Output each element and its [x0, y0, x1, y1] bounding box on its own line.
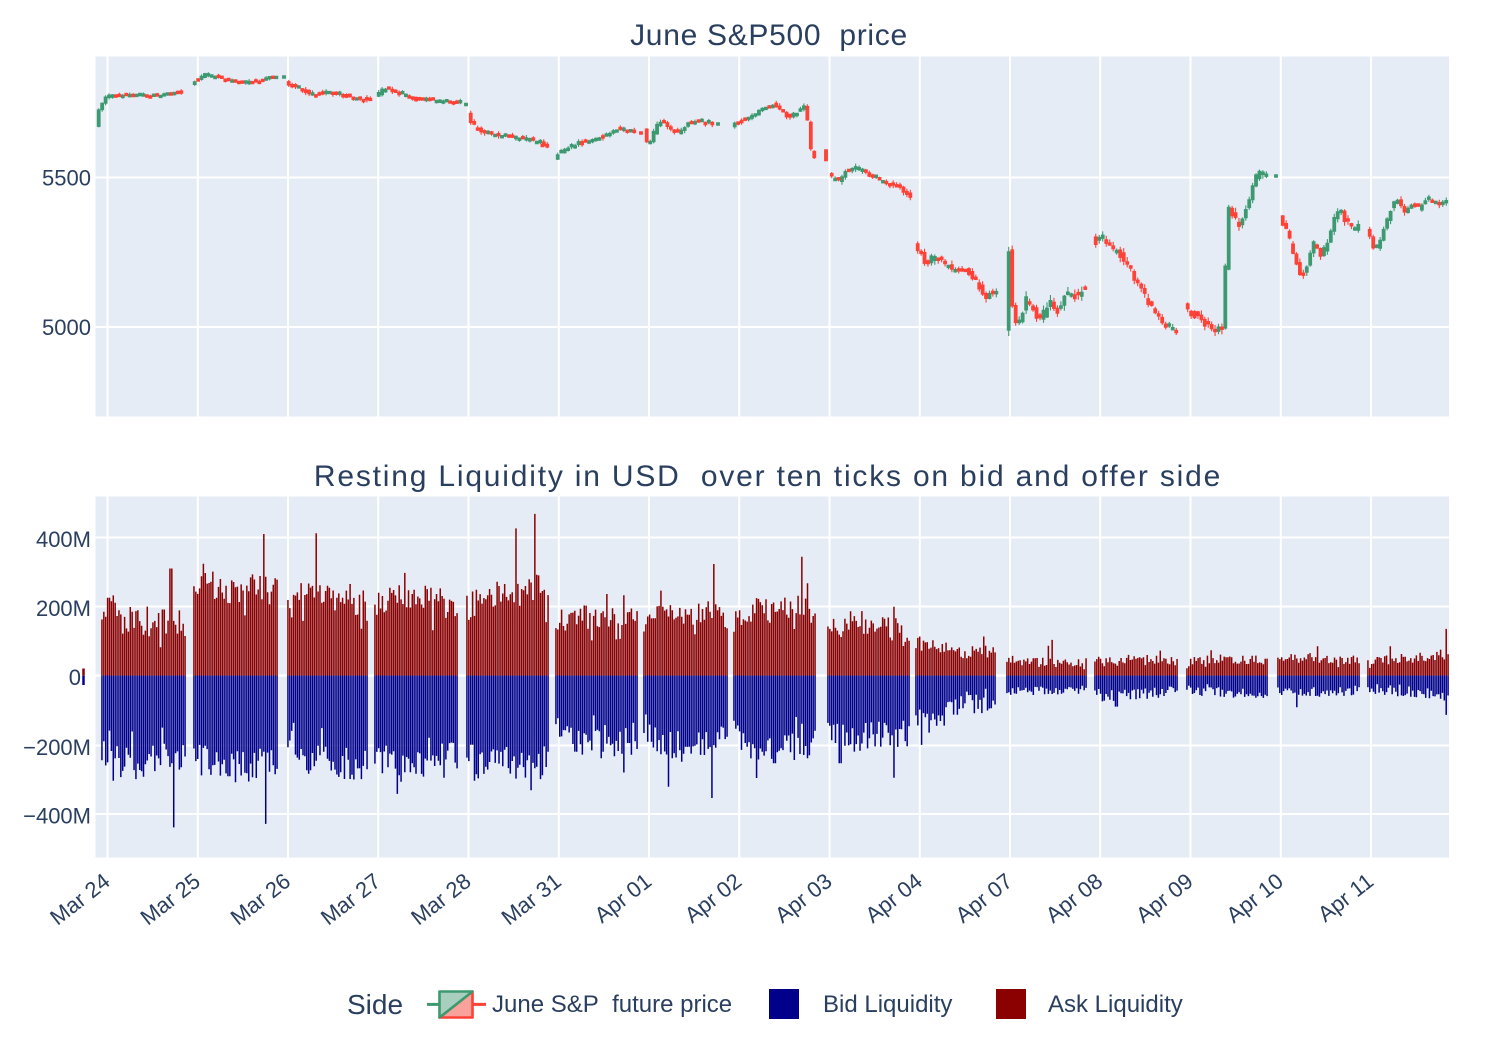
svg-text:0: 0: [69, 665, 81, 690]
svg-text:Resting Liquidity in USD over: Resting Liquidity in USD over ten ticks …: [314, 460, 1222, 493]
svg-text:5000: 5000: [42, 315, 91, 340]
svg-text:June S&P future price: June S&P future price: [492, 991, 732, 1018]
svg-text:Side: Side: [347, 989, 403, 1020]
svg-text:−200M: −200M: [23, 735, 91, 760]
svg-text:June S&P500 price: June S&P500 price: [630, 19, 908, 52]
svg-text:Bid Liquidity: Bid Liquidity: [823, 991, 952, 1018]
svg-text:5500: 5500: [42, 166, 91, 191]
svg-text:200M: 200M: [36, 596, 91, 621]
svg-text:400M: 400M: [36, 527, 91, 552]
svg-text:−400M: −400M: [23, 804, 91, 829]
svg-text:Ask Liquidity: Ask Liquidity: [1048, 991, 1183, 1018]
